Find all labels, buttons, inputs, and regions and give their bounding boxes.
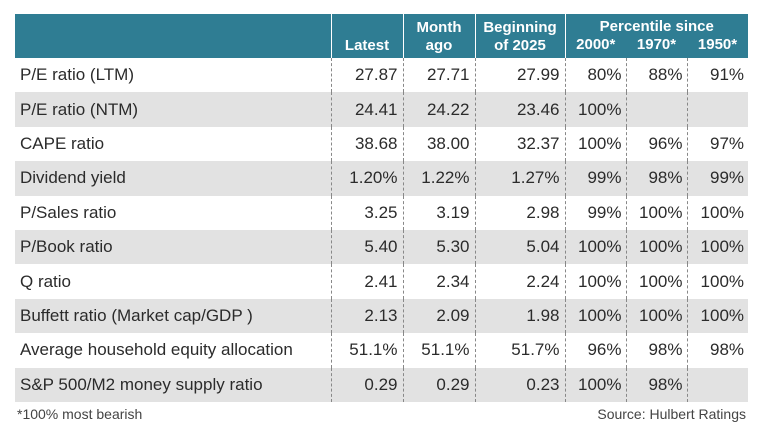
cell-pct-1970: 100% [625, 229, 687, 265]
row-label: P/Book ratio [15, 229, 331, 265]
cell-month-ago: 27.71 [402, 58, 475, 93]
cell-pct-2000: 100% [564, 229, 626, 265]
cell-beginning: 5.04 [474, 229, 565, 265]
cell-latest: 5.40 [330, 229, 403, 265]
row-label: P/E ratio (LTM) [20, 65, 134, 85]
cell-pct-2000: 100% [564, 367, 626, 402]
cell-beginning: 2.24 [474, 264, 565, 299]
cell-latest: 27.87 [330, 58, 403, 93]
row-label: Average household equity allocation [20, 340, 293, 360]
cell-latest: 24.41 [330, 92, 403, 127]
cell-pct-1950: 99% [686, 161, 749, 196]
header-beginning-line2: of 2025 [494, 37, 546, 54]
cell-month-ago: 24.22 [402, 92, 475, 127]
cell-pct-2000: 100% [564, 126, 626, 162]
header-row-top: Latest Month ago Beginning of 2025 Perce… [15, 14, 749, 58]
cell-pct-1950: 91% [686, 58, 749, 93]
cell-month-ago: 2.09 [402, 298, 475, 334]
table-row: P/E ratio (LTM) 27.87 27.71 27.99 80% 88% 91% [15, 58, 749, 93]
header-month-ago-line1: Month [416, 19, 462, 36]
cell-month-ago: 2.34 [402, 264, 475, 299]
table-row: Average household equity allocation 51.1%… [15, 333, 749, 368]
header-year-2000: 2000* [564, 36, 626, 58]
cell-pct-2000: 99% [564, 161, 626, 196]
cell-pct-1950: 100% [686, 195, 749, 230]
cell-latest: 2.13 [330, 298, 403, 334]
cell-pct-2000: 100% [564, 298, 626, 334]
cell-pct-1970: 100% [625, 195, 687, 230]
table-body: P/E ratio (LTM) 27.87 27.71 27.99 80% 88% 91% P… [15, 58, 749, 402]
row-label: Dividend yield [15, 161, 331, 196]
cell-pct-1950: 100% [686, 264, 749, 299]
cell-pct-1970: 100% [625, 298, 687, 334]
cell-beginning: 2.98 [474, 195, 565, 230]
row-label: P/Sales ratio [20, 202, 117, 222]
cell-pct-1970: 100% [625, 264, 687, 299]
header-percentile-since: Percentile since [564, 14, 749, 36]
cell-beginning: 27.99 [474, 58, 565, 93]
cell-beginning: 0.23 [474, 367, 565, 402]
table-row: Buffett ratio (Market cap/GDP ) 2.13 2.09 1… [15, 298, 749, 334]
header-month-ago: Month ago [402, 14, 475, 58]
cell-pct-2000: 99% [564, 195, 626, 230]
valuation-table: Latest Month ago Beginning of 2025 Perce… [15, 14, 749, 402]
table-row: P/Sales ratio 3.25 3.19 2.98 99% 100% 100% [15, 195, 749, 230]
header-month-ago-line2: ago [425, 37, 453, 54]
header-latest: Latest [330, 14, 403, 58]
cell-latest: 3.25 [330, 195, 403, 230]
cell-month-ago: 3.19 [402, 195, 475, 230]
row-label: S&P 500/M2 money supply ratio [15, 367, 331, 402]
row-label: Q ratio [20, 271, 72, 291]
header-row-years: 2000* 1970* 1950* [15, 36, 749, 58]
cell-latest: 2.41 [330, 264, 403, 299]
row-label: Buffett ratio (Market cap/GDP ) [15, 298, 331, 334]
cell-beginning: 32.37 [474, 126, 565, 162]
header-year-1950: 1950* [687, 36, 749, 58]
source-note: Source: Hulbert Ratings [597, 406, 746, 422]
cell-month-ago: 38.00 [402, 126, 475, 162]
cell-pct-1950: 98% [686, 333, 749, 368]
table-row: CAPE ratio 38.68 38.00 32.37 100% 96% 97% [15, 126, 749, 162]
cell-month-ago: 51.1% [402, 333, 475, 368]
cell-month-ago: 1.22% [402, 161, 475, 196]
header-year-1970: 1970* [626, 36, 687, 58]
cell-pct-1970: 98% [625, 367, 687, 402]
table-row: Dividend yield 1.20% 1.22% 1.27% 99% 98% 99% [15, 161, 749, 196]
cell-pct-1970 [625, 92, 687, 127]
cell-pct-1970: 88% [625, 58, 687, 93]
cell-pct-1970: 96% [625, 126, 687, 162]
cell-month-ago: 5.30 [402, 229, 475, 265]
cell-beginning: 1.27% [474, 161, 565, 196]
cell-pct-1970: 98% [625, 161, 687, 196]
header-beginning-line1: Beginning [483, 19, 557, 36]
cell-pct-2000: 80% [564, 58, 626, 93]
cell-pct-1970: 98% [625, 333, 687, 368]
cell-beginning: 23.46 [474, 92, 565, 127]
footnote: *100% most bearish [17, 406, 143, 422]
cell-latest: 0.29 [330, 367, 403, 402]
cell-latest: 51.1% [330, 333, 403, 368]
cell-pct-1950 [686, 92, 749, 127]
cell-pct-1950 [686, 367, 749, 402]
cell-latest: 1.20% [330, 161, 403, 196]
cell-latest: 38.68 [330, 126, 403, 162]
row-label: P/E ratio (NTM) [15, 92, 331, 127]
header-label-cell [15, 14, 331, 58]
cell-beginning: 1.98 [474, 298, 565, 334]
cell-pct-2000: 100% [564, 264, 626, 299]
table-row: S&P 500/M2 money supply ratio 0.29 0.29 0.2… [15, 367, 749, 402]
table-row: Q ratio 2.41 2.34 2.24 100% 100% 100% [15, 264, 749, 299]
cell-pct-1950: 97% [686, 126, 749, 162]
header-beginning: Beginning of 2025 [474, 14, 565, 58]
cell-beginning: 51.7% [474, 333, 565, 368]
cell-pct-1950: 100% [686, 298, 749, 334]
row-label: CAPE ratio [20, 133, 105, 153]
table-row: P/E ratio (NTM) 24.41 24.22 23.46 100% [15, 92, 749, 127]
cell-pct-2000: 96% [564, 333, 626, 368]
cell-pct-2000: 100% [564, 92, 626, 127]
cell-month-ago: 0.29 [402, 367, 475, 402]
table-row: P/Book ratio 5.40 5.30 5.04 100% 100% 100% [15, 229, 749, 265]
cell-pct-1950: 100% [686, 229, 749, 265]
